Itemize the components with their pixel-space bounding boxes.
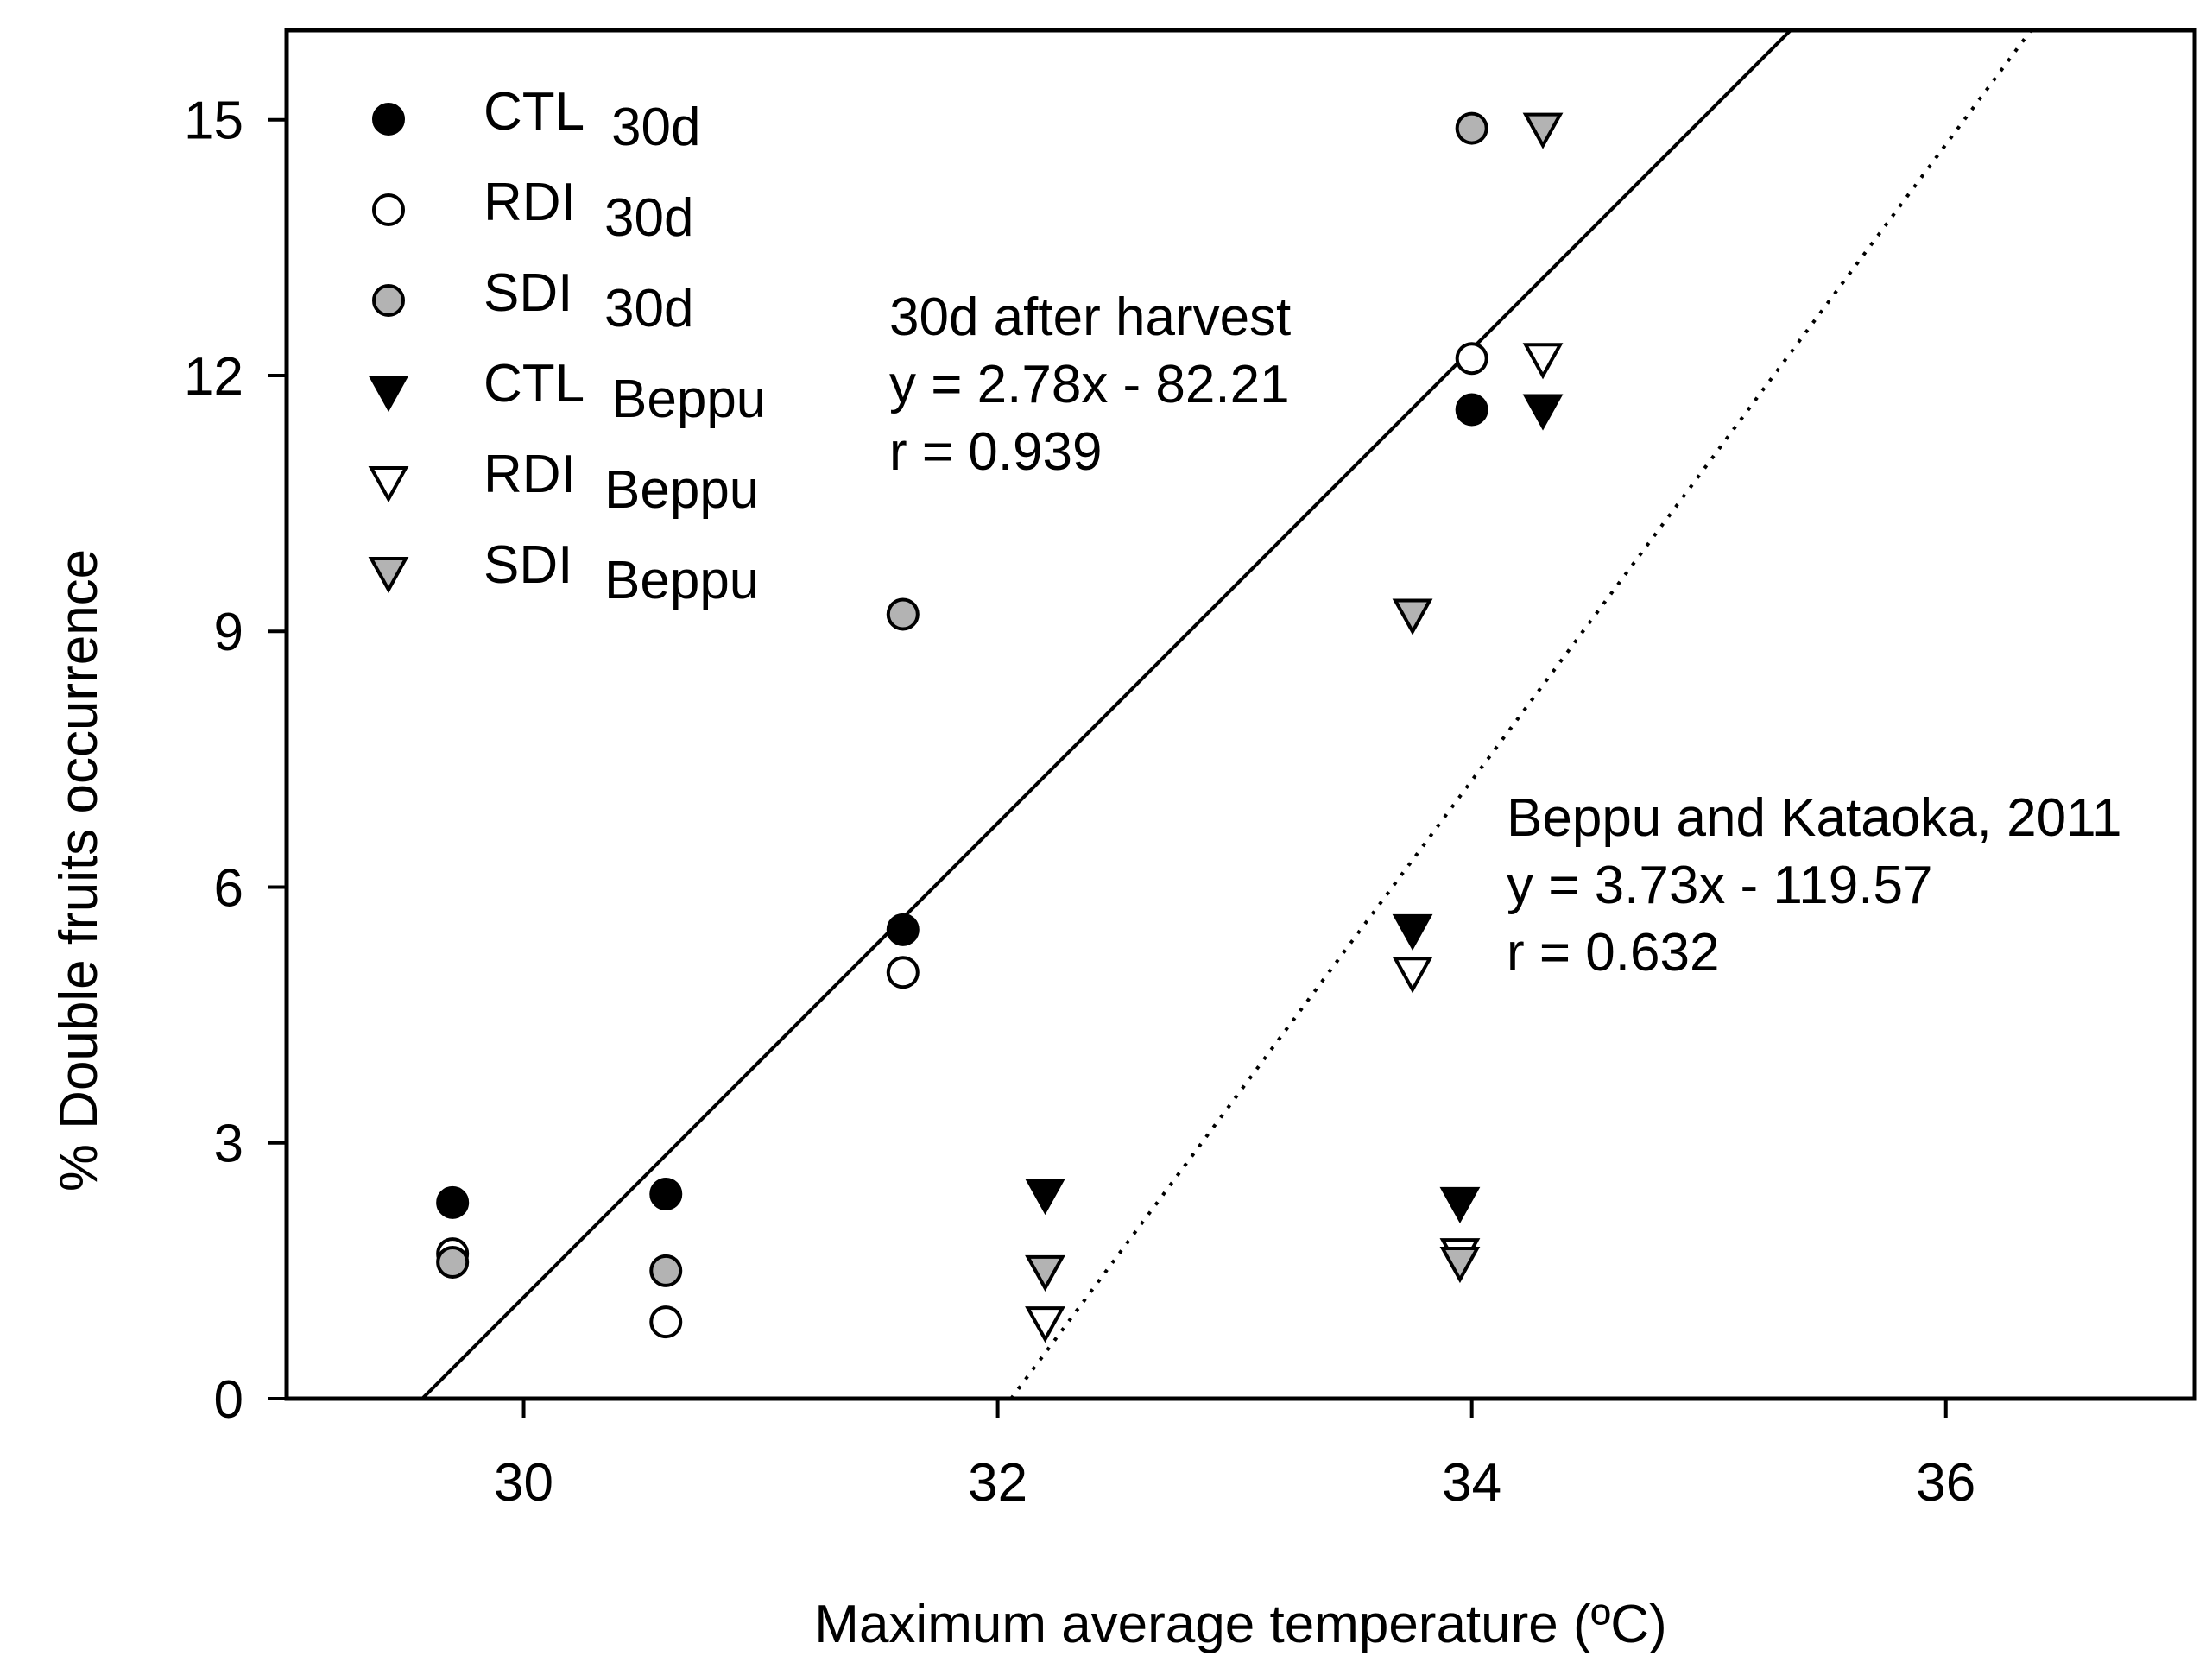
point-ctl-beppu [1392,913,1433,951]
point-sdi-30d [649,1254,683,1287]
x-tick-label: 34 [1442,1453,1501,1513]
point-rdi-30d [886,956,920,989]
legend-subscript-rdi-30d: 30d [604,188,693,248]
point-rdi-beppu [1522,343,1564,380]
legend-marker-rdi-30d [372,193,405,226]
x-axis-title: Maximum average temperature (ºC) [814,1595,1666,1654]
point-sdi-beppu [1025,1254,1065,1292]
annotation-30d-equation: y = 2.78x - 82.21 [889,355,1290,414]
y-tick-label: 0 [214,1370,243,1430]
legend-subscript-ctl-30d: 30d [611,98,700,157]
legend-subscript-sdi-beppu: Beppu [604,551,759,610]
y-tick-label: 6 [214,858,243,918]
legend-label-sdi-beppu: SDI [483,535,572,595]
x-tick-label: 30 [494,1453,553,1513]
data-points [436,111,1564,1343]
annotation-30d-title: 30d after harvest [889,288,1291,347]
point-ctl-30d [436,1185,470,1219]
annotation-30d: 30d after harvest y = 2.78x - 82.21 r = … [889,288,1291,482]
beppu-fit-line [1009,30,2032,1399]
y-tick-label: 15 [184,92,243,151]
annotation-beppu-title: Beppu and Kataoka, 2011 [1507,788,2121,848]
legend-label-ctl-30d: CTL [483,82,585,142]
legend-subscript-ctl-beppu: Beppu [611,370,766,429]
point-ctl-30d [649,1177,683,1210]
annotation-beppu: Beppu and Kataoka, 2011 y = 3.73x - 119.… [1507,788,2121,983]
x-tick-label: 36 [1916,1453,1975,1513]
legend-subscript-rdi-beppu: Beppu [604,460,759,520]
x-axis: 30 32 34 36 [494,1399,1975,1513]
y-axis-title: % Double fruits occurrence [49,549,109,1191]
point-ctl-beppu [1439,1186,1481,1223]
regression-lines [420,30,2032,1399]
y-axis: 0 3 6 9 12 15 [184,92,287,1430]
point-ctl-30d [886,913,920,946]
annotation-beppu-equation: y = 3.73x - 119.57 [1507,856,1932,915]
legend-label-ctl-beppu: CTL [483,354,585,414]
legend: CTL 30d RDI 30d SDI 30d CTL Beppu RDI Beppu SDI Bep… [368,82,766,610]
point-ctl-30d [1455,393,1488,427]
point-rdi-30d [649,1305,683,1339]
point-sdi-30d [436,1245,470,1279]
legend-label-rdi-beppu: RDI [483,445,576,504]
legend-subscript-sdi-30d: 30d [604,279,693,338]
point-sdi-30d [886,597,920,631]
point-rdi-30d [1455,342,1488,376]
x-tick-label: 32 [968,1453,1027,1513]
legend-marker-rdi-beppu [368,466,409,503]
plot-frame [284,28,2197,1401]
point-rdi-beppu [1025,1306,1065,1343]
legend-marker-sdi-beppu [368,557,409,594]
legend-label-sdi-30d: SDI [483,263,572,323]
legend-marker-sdi-30d [372,284,405,317]
y-tick-label: 3 [214,1115,243,1174]
legend-label-rdi-30d: RDI [483,173,576,232]
point-sdi-beppu [1522,112,1564,149]
point-sdi-30d [1455,111,1488,145]
30d-fit-line [420,30,1792,1399]
point-ctl-beppu [1025,1178,1065,1216]
annotation-30d-r: r = 0.939 [889,422,1102,482]
point-sdi-beppu [1392,598,1433,635]
y-tick-label: 12 [184,347,243,407]
legend-marker-ctl-beppu [368,376,409,413]
point-rdi-beppu [1392,957,1433,994]
legend-marker-ctl-30d [372,103,405,136]
y-tick-label: 9 [214,603,243,662]
annotation-beppu-r: r = 0.632 [1507,923,1719,983]
point-ctl-beppu [1522,394,1564,431]
point-sdi-beppu [1439,1246,1481,1284]
